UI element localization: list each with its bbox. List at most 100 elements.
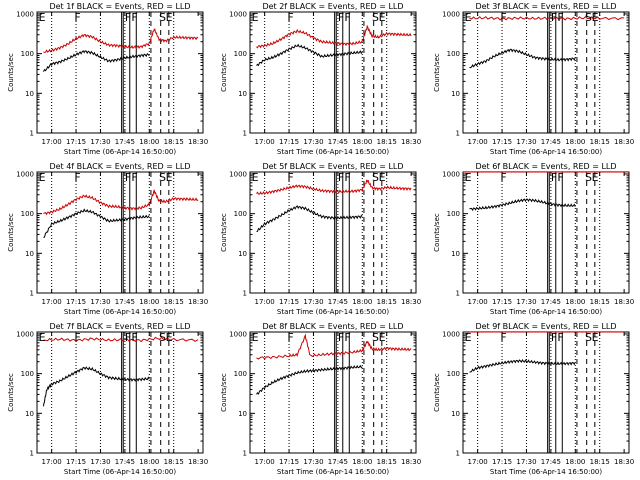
flag-label: S bbox=[372, 331, 379, 344]
flag-label: E bbox=[252, 11, 259, 24]
flag-label: E bbox=[39, 171, 46, 184]
flag-label: F bbox=[131, 11, 137, 24]
x-tick-label: 18:00 bbox=[139, 298, 159, 306]
lld-series-line bbox=[43, 336, 199, 343]
y-tick-label: 10 bbox=[25, 90, 34, 98]
flag-label: S bbox=[585, 11, 592, 24]
flag-label: F bbox=[551, 331, 557, 344]
flag-label: E bbox=[379, 331, 386, 344]
flag-label: E bbox=[166, 171, 173, 184]
x-tick-label: 18:00 bbox=[565, 458, 585, 466]
panel-title: Det 3f BLACK = Events, RED = LLD bbox=[475, 2, 616, 11]
lld-series-line bbox=[256, 179, 412, 195]
y-tick-label: 100 bbox=[21, 50, 34, 58]
flag-label: E bbox=[252, 331, 259, 344]
x-tick-label: 17:45 bbox=[541, 458, 561, 466]
flag-label: F bbox=[500, 11, 506, 24]
x-tick-label: 17:30 bbox=[90, 458, 110, 466]
series-group bbox=[463, 172, 629, 212]
y-tick-label: 1000 bbox=[442, 10, 460, 18]
flag-label: S bbox=[585, 331, 592, 344]
y-tick-label: 100 bbox=[234, 50, 247, 58]
x-tick-label: 17:30 bbox=[516, 138, 536, 146]
flag-label: S bbox=[159, 171, 166, 184]
flag-label: F bbox=[125, 331, 131, 344]
x-tick-label: 17:45 bbox=[541, 138, 561, 146]
x-tick-label: 17:45 bbox=[115, 298, 135, 306]
x-tick-label: 18:15 bbox=[590, 138, 610, 146]
y-tick-label: 1000 bbox=[229, 10, 247, 18]
flag-label: F bbox=[287, 11, 293, 24]
x-axis: 17:00 17:15 17:30 17:45 18:00 18:15 18:30 Start… bbox=[468, 172, 634, 316]
x-tick-label: 18:30 bbox=[614, 458, 634, 466]
y-axis-label: Counts/sec bbox=[220, 373, 228, 412]
events-series-line bbox=[469, 198, 576, 212]
y-tick-label: 10 bbox=[25, 250, 34, 258]
flag-label: F bbox=[344, 331, 350, 344]
x-tick-label: 18:15 bbox=[377, 138, 397, 146]
series-group bbox=[469, 16, 625, 69]
events-series-line bbox=[469, 48, 576, 69]
y-tick-label: 1 bbox=[30, 290, 34, 298]
flag-label: F bbox=[125, 171, 131, 184]
flag-label: E bbox=[592, 331, 599, 344]
flag-label: F bbox=[551, 11, 557, 24]
x-tick-label: 18:15 bbox=[590, 298, 610, 306]
x-axis-label: Start Time (06-Apr-14 16:50:00) bbox=[490, 468, 602, 476]
x-axis-label: Start Time (06-Apr-14 16:50:00) bbox=[490, 308, 602, 316]
flag-label: F bbox=[338, 11, 344, 24]
x-tick-label: 18:00 bbox=[352, 298, 372, 306]
reference-lines bbox=[477, 172, 601, 293]
plot-frame bbox=[462, 171, 630, 294]
y-tick-label: 100 bbox=[447, 370, 460, 378]
y-axis: 1 10 100 1000 Counts/sec bbox=[220, 10, 416, 138]
y-axis-label: Counts/sec bbox=[433, 373, 441, 412]
panel-title: Det 4f BLACK = Events, RED = LLD bbox=[49, 162, 190, 171]
x-tick-label: 17:15 bbox=[492, 298, 512, 306]
panel-title: Det 2f BLACK = Events, RED = LLD bbox=[262, 2, 403, 11]
x-tick-label: 17:45 bbox=[115, 458, 135, 466]
x-tick-label: 18:15 bbox=[164, 298, 184, 306]
events-series-line bbox=[43, 208, 150, 238]
y-tick-label: 100 bbox=[21, 210, 34, 218]
x-tick-label: 18:00 bbox=[565, 138, 585, 146]
series-group bbox=[469, 332, 625, 373]
y-tick-label: 1 bbox=[243, 130, 247, 138]
plot-frame bbox=[36, 11, 204, 134]
y-tick-label: 1000 bbox=[16, 170, 34, 178]
lld-series-line bbox=[256, 24, 412, 49]
flag-label: S bbox=[159, 331, 166, 344]
flag-label: E bbox=[166, 11, 173, 24]
flag-label: F bbox=[74, 171, 80, 184]
flag-label: F bbox=[557, 171, 563, 184]
x-axis: 17:00 17:15 17:30 17:45 18:00 18:15 18:30 Start… bbox=[468, 332, 634, 476]
y-axis-label: Counts/sec bbox=[433, 213, 441, 252]
y-axis-label: Counts/sec bbox=[220, 213, 228, 252]
flag-label: F bbox=[287, 331, 293, 344]
x-tick-label: 17:45 bbox=[328, 298, 348, 306]
y-axis-label: Counts/sec bbox=[220, 53, 228, 92]
flag-label: F bbox=[125, 11, 131, 24]
x-tick-label: 17:15 bbox=[279, 138, 299, 146]
x-tick-label: 18:00 bbox=[139, 458, 159, 466]
events-series-line bbox=[256, 364, 363, 395]
x-axis-label: Start Time (06-Apr-14 16:50:00) bbox=[64, 148, 176, 156]
x-axis: 17:00 17:15 17:30 17:45 18:00 18:15 18:30 Start… bbox=[255, 332, 421, 476]
y-tick-label: 1 bbox=[243, 290, 247, 298]
series-group bbox=[43, 189, 199, 238]
series-group bbox=[256, 333, 412, 395]
x-tick-label: 18:30 bbox=[188, 458, 208, 466]
reference-lines bbox=[264, 332, 388, 453]
plot-frame bbox=[36, 331, 204, 454]
y-tick-label: 1000 bbox=[229, 330, 247, 338]
panel-title: Det 5f BLACK = Events, RED = LLD bbox=[262, 162, 403, 171]
plot-frame bbox=[249, 11, 417, 134]
flag-label: F bbox=[500, 171, 506, 184]
